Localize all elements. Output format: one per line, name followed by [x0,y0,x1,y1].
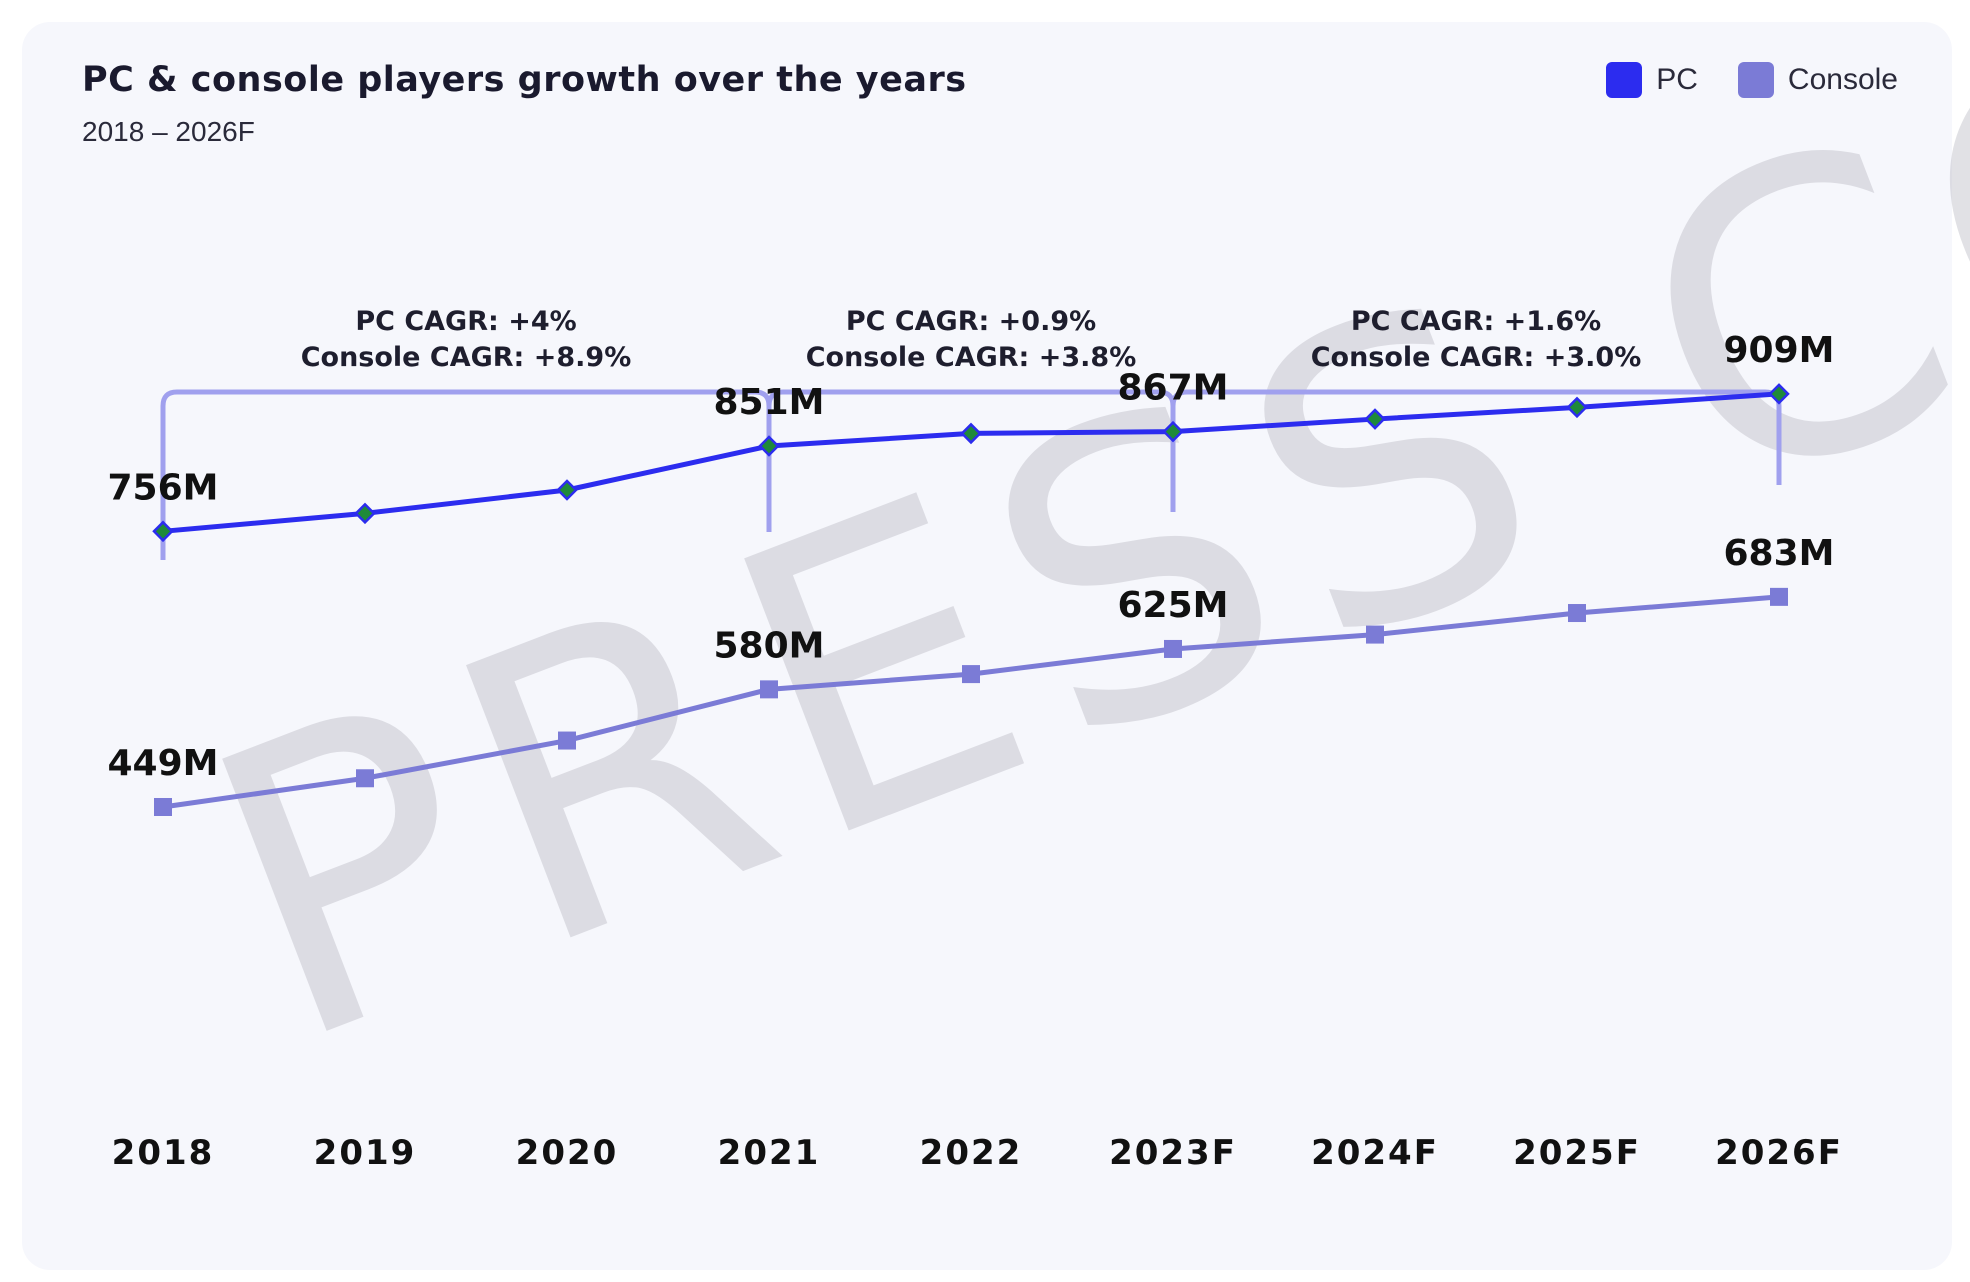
pc-point-marker [1364,408,1386,430]
pc-point-marker [960,422,982,445]
data-labels: 756M 851M 867M 909M 449M 580M 625M 683M [108,330,1835,784]
watermark-text: PRESS CO [157,0,1970,1134]
x-tick-label: 2025F [1513,1133,1641,1173]
x-tick-label: 2026F [1715,1133,1843,1173]
pc-point-marker [1162,420,1184,443]
data-label-console: 449M [108,743,219,784]
x-tick-label: 2018 [112,1133,215,1173]
legend-label-console: Console [1787,63,1898,96]
cagr-label-console: Console CAGR: +8.9% [301,342,632,373]
cagr-label-pc: PC CAGR: +1.6% [1351,306,1601,337]
data-label-console: 625M [1118,585,1229,626]
console-point-marker [154,797,172,816]
console-point-marker [1366,625,1384,644]
series-markers [152,383,1790,816]
pc-point-marker [556,479,578,501]
legend-item-console: Console [1737,62,1898,98]
cagr-label-console: Console CAGR: +3.0% [1311,342,1642,373]
console-point-marker [558,731,576,750]
data-label-console: 683M [1724,533,1835,574]
data-label-pc: 909M [1724,330,1835,371]
pc-point-marker [758,435,780,457]
x-tick-label: 2022 [920,1133,1023,1173]
chart-legend: PC Console [1606,62,1898,98]
cagr-label-console: Console CAGR: +3.8% [806,342,1137,373]
chart-card [22,22,1952,1270]
x-tick-label: 2020 [516,1133,619,1173]
pc-point-marker [1566,396,1588,419]
pc-point-marker [152,520,174,543]
x-tick-label: 2023F [1109,1133,1237,1173]
cagr-brackets: PC CAGR: +4% Console CAGR: +8.9% PC CAGR: … [160,306,1782,560]
x-tick-label: 2021 [718,1133,821,1173]
legend-swatch-console [1737,62,1774,98]
legend-label-pc: PC [1656,63,1698,96]
console-point-marker [760,680,778,699]
pc-point-marker [1768,383,1790,405]
x-axis-ticks: 2018 2019 2020 2021 2022 2023F 2024F 2025F 2026F [112,1133,1843,1173]
data-label-console: 580M [714,625,825,666]
pc-point-marker [354,502,376,525]
console-point-marker [1568,604,1586,623]
data-label-pc: 756M [108,467,219,508]
legend-item-pc: PC [1606,62,1698,98]
cagr-label-pc: PC CAGR: +4% [355,306,576,337]
console-point-marker [1164,639,1182,658]
chart-subtitle: 2018 – 2026F [82,116,255,147]
data-label-pc: 851M [714,382,825,423]
data-label-pc: 867M [1118,368,1229,409]
watermark-layer: PRESS CO [157,0,1970,1134]
console-point-marker [962,665,980,684]
cagr-label-pc: PC CAGR: +0.9% [846,306,1096,337]
chart-title: PC & console players growth over the yea… [82,60,967,100]
console-point-marker [1770,587,1788,606]
legend-swatch-pc [1606,62,1643,98]
x-tick-label: 2024F [1311,1133,1439,1173]
console-point-marker [356,769,374,788]
x-tick-label: 2019 [314,1133,417,1173]
